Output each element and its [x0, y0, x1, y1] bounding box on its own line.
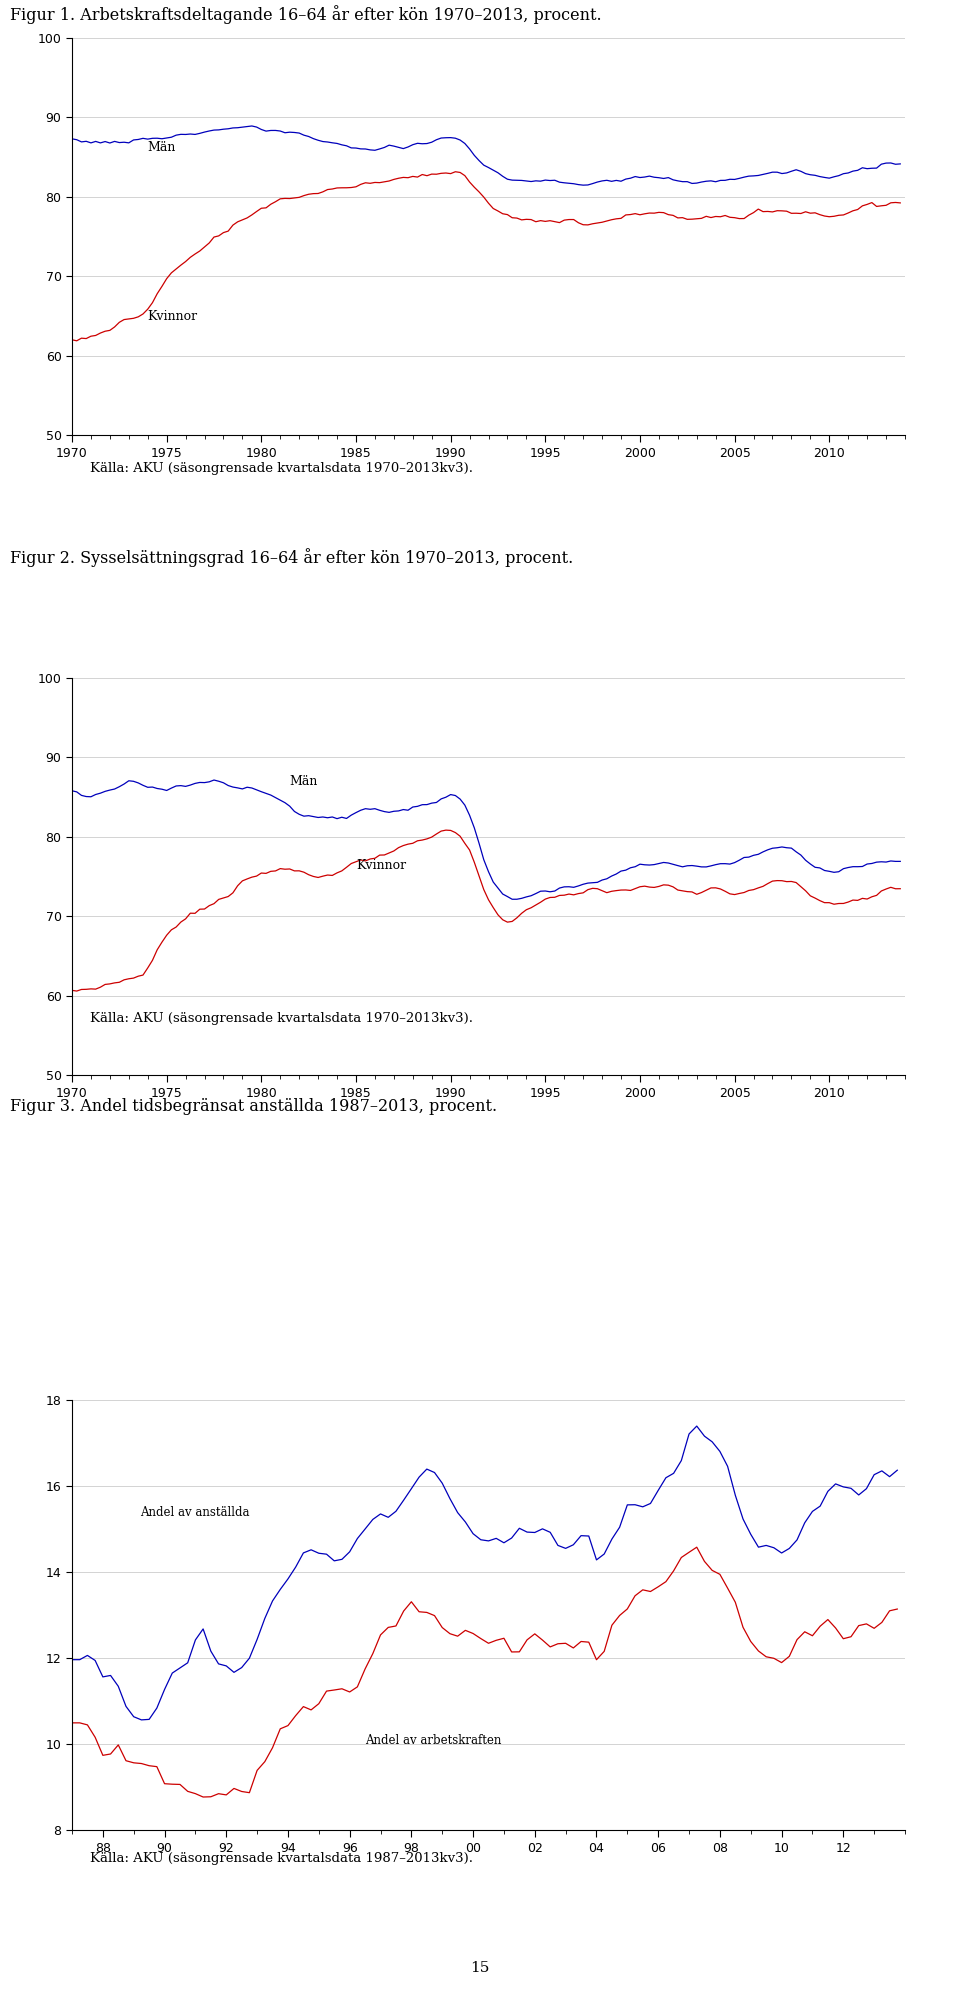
Text: Kvinnor: Kvinnor: [356, 858, 406, 872]
Text: 15: 15: [470, 1961, 490, 1975]
Text: Källa: AKU (säsongrensade kvartalsdata 1970–2013kv3).: Källa: AKU (säsongrensade kvartalsdata 1…: [90, 463, 473, 475]
Text: Kvinnor: Kvinnor: [148, 309, 198, 323]
Text: Figur 3. Andel tidsbegränsat anställda 1987–2013, procent.: Figur 3. Andel tidsbegränsat anställda 1…: [10, 1097, 497, 1115]
Text: Källa: AKU (säsongrensade kvartalsdata 1970–2013kv3).: Källa: AKU (säsongrensade kvartalsdata 1…: [90, 1011, 473, 1025]
Text: Andel av anställda: Andel av anställda: [140, 1506, 250, 1518]
Text: Män: Män: [290, 776, 318, 788]
Text: Män: Män: [148, 142, 176, 154]
Text: Figur 2. Sysselsättningsgrad 16–64 år efter kön 1970–2013, procent.: Figur 2. Sysselsättningsgrad 16–64 år ef…: [10, 549, 573, 567]
Text: Andel av arbetskraften: Andel av arbetskraften: [365, 1734, 501, 1748]
Text: Källa: AKU (säsongrensade kvartalsdata 1987–2013kv3).: Källa: AKU (säsongrensade kvartalsdata 1…: [90, 1851, 473, 1865]
Text: Figur 1. Arbetskraftsdeltagande 16–64 år efter kön 1970–2013, procent.: Figur 1. Arbetskraftsdeltagande 16–64 år…: [10, 6, 602, 24]
